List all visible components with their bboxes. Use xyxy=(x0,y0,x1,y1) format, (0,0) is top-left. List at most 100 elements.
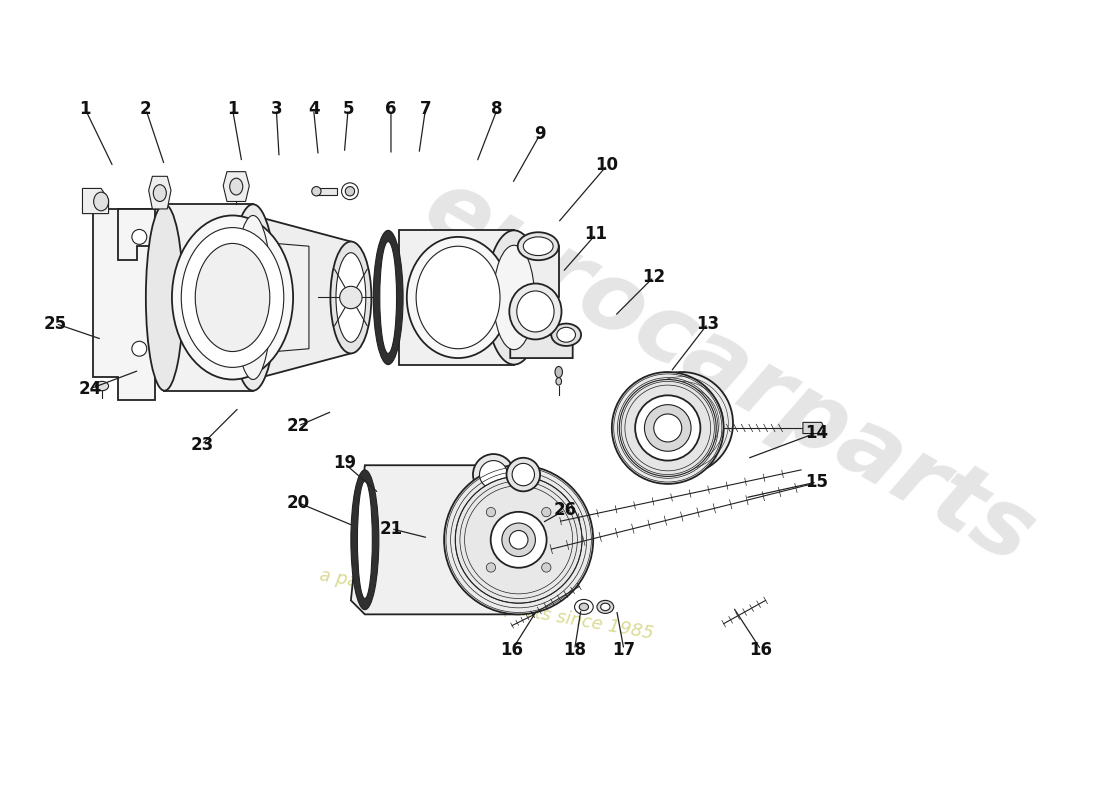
Ellipse shape xyxy=(182,227,284,367)
Polygon shape xyxy=(473,493,514,517)
Text: 11: 11 xyxy=(584,225,607,243)
Text: 4: 4 xyxy=(308,100,319,118)
Text: 16: 16 xyxy=(749,641,772,658)
Ellipse shape xyxy=(444,466,593,614)
Text: 15: 15 xyxy=(805,473,828,491)
Ellipse shape xyxy=(653,395,710,451)
Ellipse shape xyxy=(345,186,354,196)
Ellipse shape xyxy=(635,395,701,461)
Ellipse shape xyxy=(330,242,372,354)
Ellipse shape xyxy=(480,461,507,489)
Ellipse shape xyxy=(379,242,397,354)
Polygon shape xyxy=(507,293,566,339)
Ellipse shape xyxy=(494,246,535,350)
Ellipse shape xyxy=(491,512,547,568)
Polygon shape xyxy=(253,215,351,379)
Text: 18: 18 xyxy=(563,641,586,658)
Ellipse shape xyxy=(132,230,146,244)
Polygon shape xyxy=(165,204,253,390)
Polygon shape xyxy=(92,209,165,400)
Text: 13: 13 xyxy=(696,314,719,333)
Ellipse shape xyxy=(96,382,109,390)
Ellipse shape xyxy=(94,192,109,211)
Ellipse shape xyxy=(509,530,528,549)
Polygon shape xyxy=(82,189,109,214)
Ellipse shape xyxy=(541,563,551,572)
Ellipse shape xyxy=(230,178,243,195)
Polygon shape xyxy=(253,242,309,354)
Ellipse shape xyxy=(172,215,293,379)
Text: 22: 22 xyxy=(286,417,309,435)
Text: 7: 7 xyxy=(419,100,431,118)
Text: 10: 10 xyxy=(596,156,618,174)
Ellipse shape xyxy=(340,286,362,309)
Text: 19: 19 xyxy=(333,454,356,472)
Ellipse shape xyxy=(601,603,610,610)
Ellipse shape xyxy=(486,507,496,517)
Ellipse shape xyxy=(551,323,581,346)
Polygon shape xyxy=(317,187,337,195)
Ellipse shape xyxy=(195,243,270,351)
Ellipse shape xyxy=(502,523,536,557)
Ellipse shape xyxy=(234,215,272,379)
Ellipse shape xyxy=(416,246,500,349)
Ellipse shape xyxy=(556,366,562,378)
Ellipse shape xyxy=(557,327,575,342)
Ellipse shape xyxy=(336,253,366,342)
Text: eurocarparts: eurocarparts xyxy=(407,160,1049,584)
Ellipse shape xyxy=(473,454,514,495)
Ellipse shape xyxy=(455,477,582,603)
Text: 23: 23 xyxy=(190,436,213,454)
Ellipse shape xyxy=(358,481,372,598)
Polygon shape xyxy=(399,230,514,365)
Ellipse shape xyxy=(509,283,561,339)
Ellipse shape xyxy=(132,342,146,356)
Ellipse shape xyxy=(653,414,682,442)
Text: 26: 26 xyxy=(553,501,576,519)
Ellipse shape xyxy=(351,470,378,610)
Ellipse shape xyxy=(230,204,276,390)
Ellipse shape xyxy=(311,186,321,196)
Polygon shape xyxy=(223,172,250,202)
Ellipse shape xyxy=(556,378,561,385)
Ellipse shape xyxy=(407,237,509,358)
Ellipse shape xyxy=(506,458,540,491)
Text: 2: 2 xyxy=(140,100,152,118)
Text: 16: 16 xyxy=(500,641,524,658)
Polygon shape xyxy=(118,209,155,260)
Text: 1: 1 xyxy=(227,100,239,118)
Ellipse shape xyxy=(574,599,593,614)
Ellipse shape xyxy=(486,563,496,572)
Polygon shape xyxy=(351,466,518,614)
Ellipse shape xyxy=(342,183,359,200)
Text: 5: 5 xyxy=(342,100,354,118)
Ellipse shape xyxy=(518,232,559,260)
Ellipse shape xyxy=(524,237,553,255)
Text: 17: 17 xyxy=(613,641,636,658)
Ellipse shape xyxy=(580,603,588,610)
Text: 9: 9 xyxy=(535,126,546,143)
Polygon shape xyxy=(148,176,170,209)
Text: 12: 12 xyxy=(642,268,666,286)
Ellipse shape xyxy=(630,372,733,474)
Text: 20: 20 xyxy=(286,494,309,511)
Text: 6: 6 xyxy=(385,100,397,118)
Text: 21: 21 xyxy=(379,520,403,538)
Ellipse shape xyxy=(612,372,724,484)
Ellipse shape xyxy=(153,185,166,202)
Polygon shape xyxy=(803,422,824,434)
Ellipse shape xyxy=(645,405,691,451)
Ellipse shape xyxy=(146,204,183,390)
Polygon shape xyxy=(517,246,559,298)
Ellipse shape xyxy=(541,507,551,517)
Ellipse shape xyxy=(513,463,535,486)
Ellipse shape xyxy=(373,230,403,365)
Ellipse shape xyxy=(619,379,716,477)
Text: 8: 8 xyxy=(492,100,503,118)
Text: 24: 24 xyxy=(78,380,101,398)
Text: a passion for quality parts since 1985: a passion for quality parts since 1985 xyxy=(318,566,654,643)
Text: 1: 1 xyxy=(79,100,91,118)
Ellipse shape xyxy=(486,230,542,365)
Text: 25: 25 xyxy=(44,314,67,333)
Text: 14: 14 xyxy=(805,424,828,442)
